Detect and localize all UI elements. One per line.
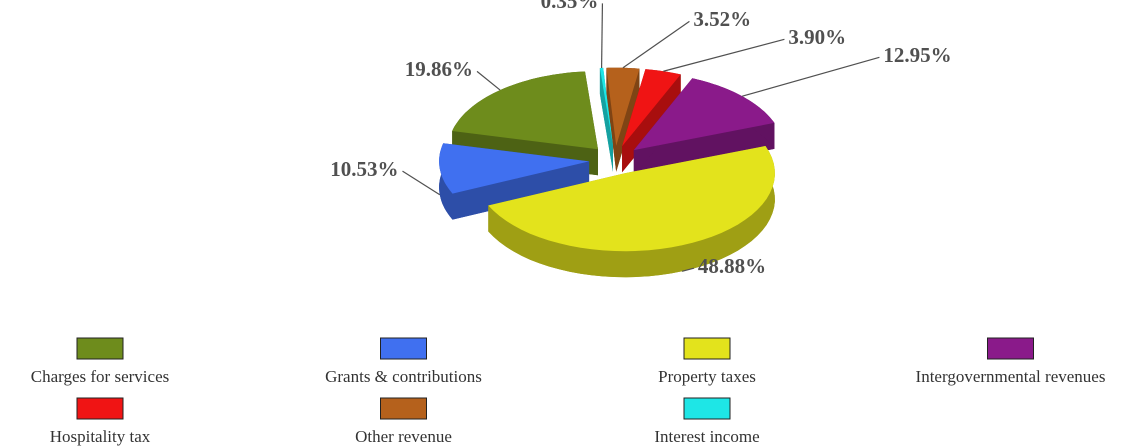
slice: [606, 67, 640, 172]
leader-line: [622, 20, 690, 69]
slice-side: [452, 161, 590, 220]
value-label: 10.53%: [330, 157, 398, 181]
slice: [622, 69, 681, 147]
slice-side: [633, 122, 775, 177]
value-label: 3.90%: [788, 25, 846, 49]
legend-label: Hospitality tax: [50, 427, 151, 446]
legend-label: Charges for services: [31, 367, 169, 386]
slice-side: [488, 146, 775, 278]
value-label: 12.95%: [883, 43, 951, 67]
leader-line: [663, 38, 785, 72]
leader-line: [402, 170, 441, 196]
slice: [452, 71, 598, 150]
slice: [599, 67, 613, 146]
legend-label: Other revenue: [355, 427, 452, 446]
legend-label: Grants & contributions: [325, 367, 482, 386]
legend-swatch: [76, 337, 124, 360]
slice: [633, 78, 775, 151]
legend-swatch: [683, 397, 731, 420]
slice: [606, 67, 640, 146]
value-label: 0.35%: [541, 0, 599, 13]
leader-line: [681, 267, 695, 272]
slice: [488, 146, 775, 278]
slice: [439, 143, 590, 194]
slice: [599, 67, 613, 172]
leader-line: [600, 3, 604, 68]
slice: [633, 78, 775, 177]
slice-side: [606, 67, 617, 172]
legend-swatch: [987, 337, 1034, 360]
legend-swatch: [683, 337, 731, 360]
legend-swatch: [380, 397, 427, 420]
legend-label: Intergovernmental revenues: [916, 367, 1106, 386]
legend-swatch: [76, 397, 124, 420]
value-label: 19.86%: [405, 57, 473, 81]
legend-swatch: [380, 337, 427, 360]
value-label: 3.52%: [693, 7, 751, 31]
leader-line: [476, 70, 501, 91]
slice-side: [616, 68, 640, 172]
slice: [439, 143, 590, 220]
value-label: 48.88%: [698, 254, 766, 278]
slice-side: [599, 68, 613, 172]
legend-label: Interest income: [654, 427, 759, 446]
slice: [488, 146, 775, 252]
leader-line: [742, 56, 880, 97]
legend-label: Property taxes: [658, 367, 756, 386]
